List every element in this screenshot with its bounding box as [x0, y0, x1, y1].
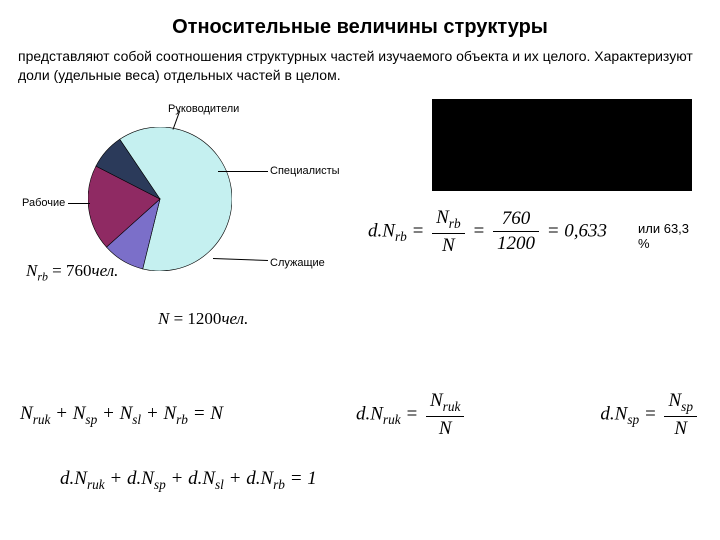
sum-equation: Nruk + Nsp + Nsl + Nrb = N [20, 403, 223, 428]
label-sluzhashchie: Служащие [270, 257, 325, 269]
label-specialisty: Специалисты [270, 165, 340, 177]
pie-chart [88, 127, 232, 271]
main-equation: d.Nrb = NrbN = 7601200 = 0,633 [368, 207, 607, 257]
dsp-equation: d.Nsp = NspN [600, 390, 700, 440]
pie-chart-block: Руководители Специалисты Служащие Рабочи… [18, 99, 358, 309]
main-equation-suffix: или 63,3 % [638, 221, 702, 251]
page-title: Относительные величины структуры [18, 16, 702, 39]
dsum-equation: d.Nruk + d.Nsp + d.Nsl + d.Nrb = 1 [60, 468, 700, 493]
black-box [432, 99, 692, 191]
page-subtitle: представляют собой соотношения структурн… [18, 47, 702, 85]
druk-equation: d.Nruk = NrukN [356, 390, 467, 440]
label-rabochie: Рабочие [22, 197, 65, 209]
nrb-equation: Nrb = 760чел. [26, 261, 118, 284]
ntotal-equation: N = 1200чел. [158, 309, 248, 329]
